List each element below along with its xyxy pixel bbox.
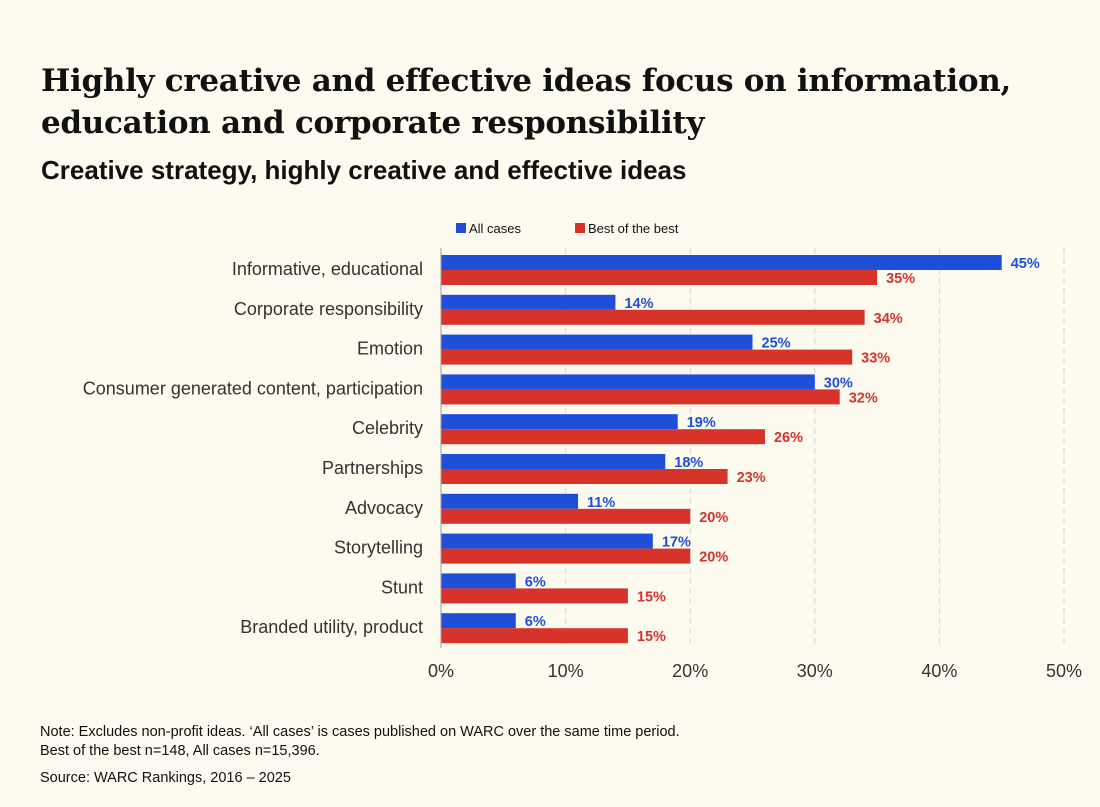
data-label: 20% <box>699 510 728 526</box>
data-label: 14% <box>624 296 653 312</box>
category-label: Informative, educational <box>232 259 423 279</box>
category-label: Corporate responsibility <box>234 299 423 319</box>
bar-all-cases <box>441 334 753 350</box>
data-label: 19% <box>687 415 716 431</box>
x-tick-label: 50% <box>1046 661 1082 681</box>
x-tick-label: 40% <box>921 661 957 681</box>
x-tick-label: 10% <box>548 661 584 681</box>
legend-label: Best of the best <box>588 221 679 236</box>
bar-all-cases <box>441 294 616 310</box>
data-label: 25% <box>762 336 791 352</box>
data-label: 33% <box>861 351 890 367</box>
data-label: 15% <box>637 589 666 605</box>
bar-chart: 0% 10% 20% 30% 40% 50% All cases Best of the be… <box>83 221 1082 681</box>
bar-best-of-best <box>441 389 840 405</box>
data-label: 32% <box>849 390 878 406</box>
category-label: Storytelling <box>334 538 423 558</box>
category-label: Branded utility, product <box>240 617 423 637</box>
bar-all-cases <box>441 374 815 390</box>
chart-source: Source: WARC Rankings, 2016 – 2025 <box>40 770 291 786</box>
note-line-2: Best of the best n=148, All cases n=15,3… <box>40 743 320 759</box>
data-label: 35% <box>886 271 915 287</box>
legend-swatch <box>456 223 466 233</box>
bar-all-cases <box>441 613 516 629</box>
data-label: 20% <box>699 550 728 566</box>
legend-label: All cases <box>469 221 522 236</box>
bar-all-cases <box>441 454 666 469</box>
bar-best-of-best <box>441 628 628 644</box>
x-tick-label: 30% <box>797 661 833 681</box>
bar-best-of-best <box>441 349 853 365</box>
data-label: 17% <box>662 535 691 551</box>
category-label: Partnerships <box>322 458 423 478</box>
data-label: 11% <box>587 495 615 511</box>
category-label: Stunt <box>381 577 423 597</box>
bar-best-of-best <box>441 508 691 524</box>
data-label: 45% <box>1011 256 1040 272</box>
bar-all-cases <box>441 414 678 430</box>
data-label: 18% <box>674 455 703 471</box>
category-label: Advocacy <box>345 498 423 518</box>
bar-all-cases <box>441 493 579 509</box>
data-label: 30% <box>824 375 853 391</box>
bar-best-of-best <box>441 309 865 325</box>
note-line-1: Note: Excludes non-profit ideas. ‘All ca… <box>40 724 680 740</box>
legend-swatch <box>575 223 585 233</box>
category-label: Consumer generated content, participatio… <box>83 378 423 398</box>
bar-all-cases <box>441 255 1002 270</box>
category-label: Celebrity <box>352 418 423 438</box>
bar-best-of-best <box>441 469 728 484</box>
bar-best-of-best <box>441 270 878 285</box>
data-label: 6% <box>525 614 546 630</box>
chart-title: Highly creative and effective ideas focu… <box>41 63 1011 141</box>
bar-all-cases <box>441 533 653 549</box>
bar-best-of-best <box>441 429 765 445</box>
chart-notes: Note: Excludes non-profit ideas. ‘All ca… <box>40 723 680 761</box>
bar-best-of-best <box>441 588 628 604</box>
category-label: Emotion <box>357 339 423 359</box>
data-label: 34% <box>874 311 903 327</box>
bar-best-of-best <box>441 548 691 564</box>
data-label: 23% <box>737 470 766 486</box>
chart-subtitle: Creative strategy, highly creative and e… <box>41 155 687 185</box>
bar-all-cases <box>441 573 516 589</box>
x-tick-label: 20% <box>672 661 708 681</box>
x-tick-label: 0% <box>428 661 454 681</box>
data-label: 26% <box>774 430 803 446</box>
data-label: 6% <box>525 574 546 590</box>
data-label: 15% <box>637 629 666 645</box>
